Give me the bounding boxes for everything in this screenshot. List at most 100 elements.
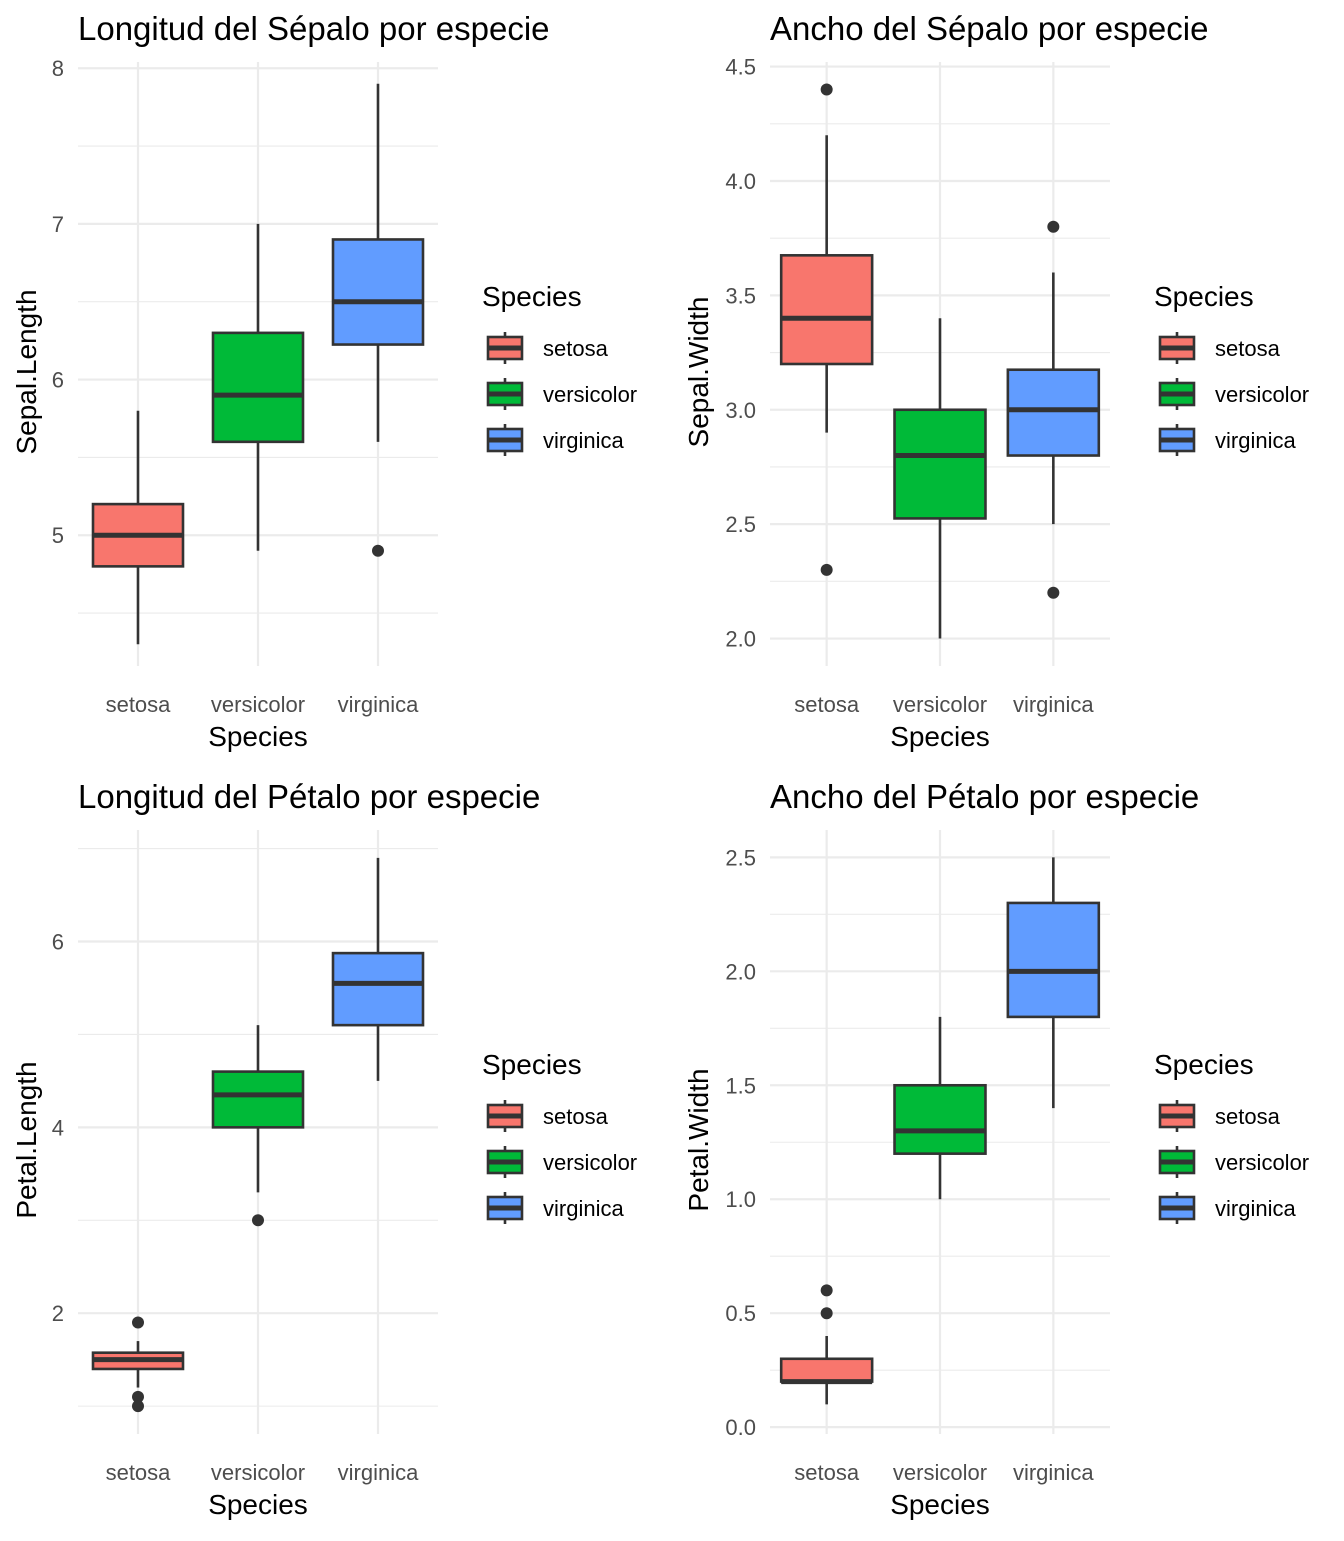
- y-tick-label: 4: [52, 1115, 64, 1140]
- y-tick-label: 2.0: [725, 959, 756, 984]
- legend: Species setosa versicolor virginica: [1154, 1049, 1309, 1224]
- legend-label-setosa: setosa: [1215, 336, 1281, 361]
- chart-panel-3: 2 4 6 setosa versicolor virginica Longitud del…: [11, 778, 637, 1520]
- box-iqr: [779, 1357, 874, 1383]
- y-tick-label: 2: [52, 1301, 64, 1326]
- y-tick-label: 1.5: [725, 1073, 756, 1098]
- legend-label-versicolor: versicolor: [543, 382, 637, 407]
- outlier-point: [820, 83, 833, 96]
- y-tick-label: 3.0: [725, 398, 756, 423]
- y-tick-label: 8: [52, 56, 64, 81]
- x-tick-label: setosa: [794, 692, 860, 717]
- y-tick-label: 5: [52, 523, 64, 548]
- legend-label-virginica: virginica: [543, 428, 624, 453]
- x-axis-title: Species: [208, 721, 308, 752]
- outlier-point: [820, 563, 833, 576]
- box-iqr: [331, 951, 425, 1027]
- y-tick-label: 6: [52, 930, 64, 955]
- box-iqr: [331, 238, 425, 346]
- x-axis-title: Species: [890, 1489, 990, 1520]
- boxplot-versicolor: [893, 1016, 987, 1200]
- box-iqr: [893, 1083, 987, 1155]
- boxplot-setosa: [91, 410, 185, 645]
- box-iqr: [1006, 368, 1101, 457]
- x-tick-label: virginica: [1013, 692, 1094, 717]
- y-tick-label: 0.0: [725, 1415, 756, 1440]
- chart-title: Longitud del Pétalo por especie: [78, 778, 540, 815]
- legend-label-setosa: setosa: [543, 1104, 609, 1129]
- y-tick-label: 2.0: [725, 627, 756, 652]
- boxplot-versicolor: [211, 1025, 305, 1227]
- x-tick-label: setosa: [106, 1460, 172, 1485]
- box-iqr: [1006, 901, 1101, 1019]
- legend-label-versicolor: versicolor: [543, 1150, 637, 1175]
- boxplot-setosa: [779, 1284, 874, 1405]
- y-axis-title: Sepal.Length: [11, 289, 42, 454]
- legend-label-versicolor: versicolor: [1215, 1150, 1309, 1175]
- y-tick-label: 0.5: [725, 1301, 756, 1326]
- legend-label-virginica: virginica: [1215, 1196, 1296, 1221]
- legend-title: Species: [1154, 281, 1254, 312]
- y-axis-title: Petal.Width: [683, 1068, 714, 1211]
- outlier-point: [132, 1400, 144, 1413]
- chart-title: Ancho del Sépalo por especie: [770, 10, 1208, 47]
- boxplot-virginica: [331, 857, 425, 1081]
- legend-label-setosa: setosa: [1215, 1104, 1281, 1129]
- x-tick-label: versicolor: [893, 1460, 987, 1485]
- boxplot-setosa: [779, 83, 874, 576]
- legend-title: Species: [1154, 1049, 1254, 1080]
- legend-title: Species: [482, 281, 582, 312]
- outlier-point: [132, 1316, 144, 1329]
- x-tick-label: virginica: [338, 1460, 419, 1485]
- chart-panel-4: 0.0 0.5 1.0 1.5 2.0 2.5 setosa versicolor virgin…: [683, 778, 1309, 1520]
- y-tick-label: 2.5: [725, 845, 756, 870]
- box-iqr: [211, 331, 305, 444]
- x-tick-label: virginica: [1013, 1460, 1094, 1485]
- y-tick-label: 6: [52, 368, 64, 393]
- y-tick-label: 4.0: [725, 169, 756, 194]
- boxplot-versicolor: [211, 223, 305, 551]
- legend-label-versicolor: versicolor: [1215, 382, 1309, 407]
- boxplot-virginica: [1006, 220, 1101, 599]
- outlier-point: [132, 1390, 144, 1403]
- x-tick-label: virginica: [338, 692, 419, 717]
- legend: Species setosa versicolor virginica: [482, 1049, 637, 1224]
- boxplot-setosa: [91, 1316, 185, 1413]
- y-tick-label: 1.0: [725, 1187, 756, 1212]
- chart-title: Longitud del Sépalo por especie: [78, 10, 550, 47]
- legend-label-virginica: virginica: [1215, 428, 1296, 453]
- x-tick-label: versicolor: [211, 1460, 305, 1485]
- box-iqr: [893, 408, 987, 520]
- box-iqr: [779, 254, 874, 366]
- boxplot-virginica: [1006, 857, 1101, 1109]
- outlier-point: [252, 1214, 264, 1227]
- x-tick-label: versicolor: [893, 692, 987, 717]
- y-tick-label: 4.5: [725, 55, 756, 80]
- y-tick-label: 2.5: [725, 512, 756, 537]
- legend-label-virginica: virginica: [543, 1196, 624, 1221]
- y-axis-title: Petal.Length: [11, 1061, 42, 1218]
- chart-title: Ancho del Pétalo por especie: [770, 778, 1199, 815]
- legend: Species setosa versicolor virginica: [482, 281, 637, 456]
- outlier-point: [372, 544, 384, 557]
- outlier-point: [1047, 220, 1060, 233]
- x-tick-label: setosa: [106, 692, 172, 717]
- y-tick-label: 3.5: [725, 283, 756, 308]
- y-axis-title: Sepal.Width: [683, 297, 714, 448]
- legend: Species setosa versicolor virginica: [1154, 281, 1309, 456]
- legend-label-setosa: setosa: [543, 336, 609, 361]
- chart-panel-2: 2.0 2.5 3.0 3.5 4.0 4.5 setosa versicolor virgin…: [683, 10, 1309, 752]
- chart-panel-1: 5 6 7 8 setosa versicolor virginica Longitud de…: [11, 10, 637, 752]
- boxplot-virginica: [331, 83, 425, 557]
- outlier-point: [820, 1307, 833, 1320]
- box-iqr: [211, 1070, 305, 1129]
- outlier-point: [1047, 586, 1060, 599]
- outlier-point: [820, 1284, 833, 1297]
- legend-title: Species: [482, 1049, 582, 1080]
- x-axis-title: Species: [890, 721, 990, 752]
- boxplot-versicolor: [893, 318, 987, 639]
- x-tick-label: setosa: [794, 1460, 860, 1485]
- y-tick-label: 7: [52, 212, 64, 237]
